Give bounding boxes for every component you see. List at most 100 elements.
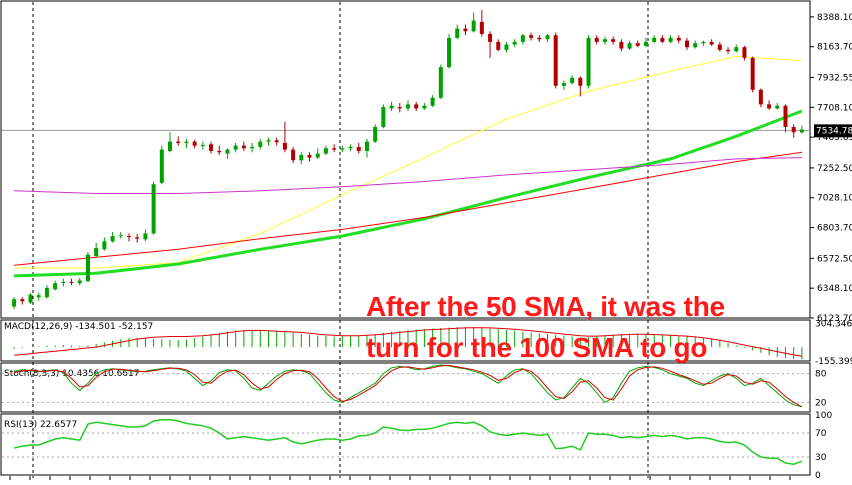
candle-body <box>660 37 665 42</box>
200-sma-line <box>14 151 802 266</box>
rsi-tick-label: 30 <box>815 453 827 463</box>
rsi-tick-label: 0 <box>815 471 821 481</box>
candle-body <box>135 237 140 239</box>
candle-body <box>348 146 353 149</box>
candle-body <box>619 41 624 49</box>
candle-body <box>356 146 361 151</box>
candle-body <box>266 140 271 142</box>
long-ma-line <box>14 157 802 194</box>
rsi-tick-label: 100 <box>815 411 832 421</box>
price-tick-label: 6123.70 <box>817 314 852 324</box>
candle-body <box>709 41 714 45</box>
candle-body <box>159 149 164 183</box>
candle-body <box>332 148 337 150</box>
candle-body <box>414 104 419 109</box>
candle-body <box>274 140 279 143</box>
candle-body <box>94 248 99 256</box>
candle-body <box>635 43 640 46</box>
candlesticks <box>12 9 804 310</box>
rsi-frame <box>0 413 811 476</box>
candle-body <box>553 35 558 86</box>
candle-body <box>176 141 181 143</box>
candle-body <box>102 241 107 250</box>
candle-body <box>340 148 345 150</box>
candle-body <box>389 105 394 109</box>
panel-frames <box>0 0 811 476</box>
macd-signal-line <box>14 327 802 357</box>
candle-body <box>602 39 607 42</box>
price-tick-label: 6803.70 <box>817 224 852 234</box>
price-axis: 8388.10 8163.70 7932.55 7708.10 7483.65 7252.… <box>810 13 852 324</box>
time-axis <box>9 476 791 480</box>
candle-body <box>397 107 402 109</box>
candle-body <box>315 153 320 158</box>
candle-body <box>775 105 780 109</box>
candle-body <box>110 236 115 242</box>
candle-body <box>594 37 599 42</box>
price-tick-label: 7708.10 <box>817 103 852 113</box>
candle-body <box>225 149 230 154</box>
moving-average-lines <box>14 55 803 278</box>
candle-body <box>799 129 804 133</box>
candle-body <box>36 295 41 298</box>
candle-body <box>537 37 542 40</box>
candle-body <box>307 154 312 158</box>
candle-body <box>430 97 435 106</box>
macd-frame <box>0 319 811 362</box>
candle-body <box>758 89 763 105</box>
rsi-label: RSI(13) 22.6577 <box>4 420 77 430</box>
candle-body <box>488 33 493 42</box>
candle-body <box>217 150 222 153</box>
candle-body <box>750 57 755 90</box>
100-sma-line <box>14 109 803 278</box>
50-sma-line <box>14 55 802 269</box>
candle-body <box>77 280 82 284</box>
candle-body <box>693 43 698 48</box>
price-tick-label: 7483.65 <box>817 133 852 143</box>
candle-body <box>61 281 66 283</box>
price-tick-label: 7028.10 <box>817 194 852 204</box>
price-tick-label: 8388.10 <box>817 13 852 23</box>
candle-body <box>512 41 517 45</box>
rsi-line <box>13 419 803 465</box>
candle-body <box>126 236 131 238</box>
stochastic-panel: Stoch(8,3,3) 10.4356 10.6617 80 20 <box>2 364 827 408</box>
candle-body <box>241 145 246 149</box>
stoch-frame <box>0 362 811 413</box>
candle-body <box>364 141 369 151</box>
candle-body <box>504 44 509 50</box>
candle-body <box>53 283 58 290</box>
current-price-label: 7534.78 <box>816 126 852 136</box>
price-frame <box>0 0 811 319</box>
macd-panel: MACD(12,26,9) -134.501 -52.157 304.346 -1… <box>4 319 852 367</box>
candle-body <box>291 149 296 161</box>
candle-body <box>209 144 214 151</box>
candle-body <box>767 104 772 109</box>
candle-body <box>438 67 443 98</box>
candle-body <box>143 233 148 240</box>
macd-label: MACD(12,26,9) -134.501 -52.157 <box>4 322 153 332</box>
candle-body <box>28 294 33 303</box>
candle-body <box>168 141 173 151</box>
candle-body <box>676 37 681 41</box>
stoch-line <box>14 364 803 408</box>
candle-body <box>258 141 263 147</box>
chart-annotation: After the 50 SMA, it was the turn for th… <box>366 286 786 368</box>
stoch-tick-label: 20 <box>815 398 827 408</box>
candle-body <box>627 43 632 49</box>
annotation-line-1: After the 50 SMA, it was the <box>366 291 725 322</box>
candle-body <box>717 44 722 50</box>
candle-body <box>192 141 197 146</box>
candle-body <box>381 107 386 128</box>
candle-body <box>12 299 17 307</box>
price-tick-label: 7252.50 <box>817 164 852 174</box>
candle-body <box>496 41 501 50</box>
candle-body <box>652 37 657 42</box>
candle-body <box>529 35 534 38</box>
candle-body <box>643 41 648 46</box>
candle-body <box>726 49 731 52</box>
candle-body <box>701 41 706 44</box>
stoch-tick-label: 80 <box>815 370 827 380</box>
